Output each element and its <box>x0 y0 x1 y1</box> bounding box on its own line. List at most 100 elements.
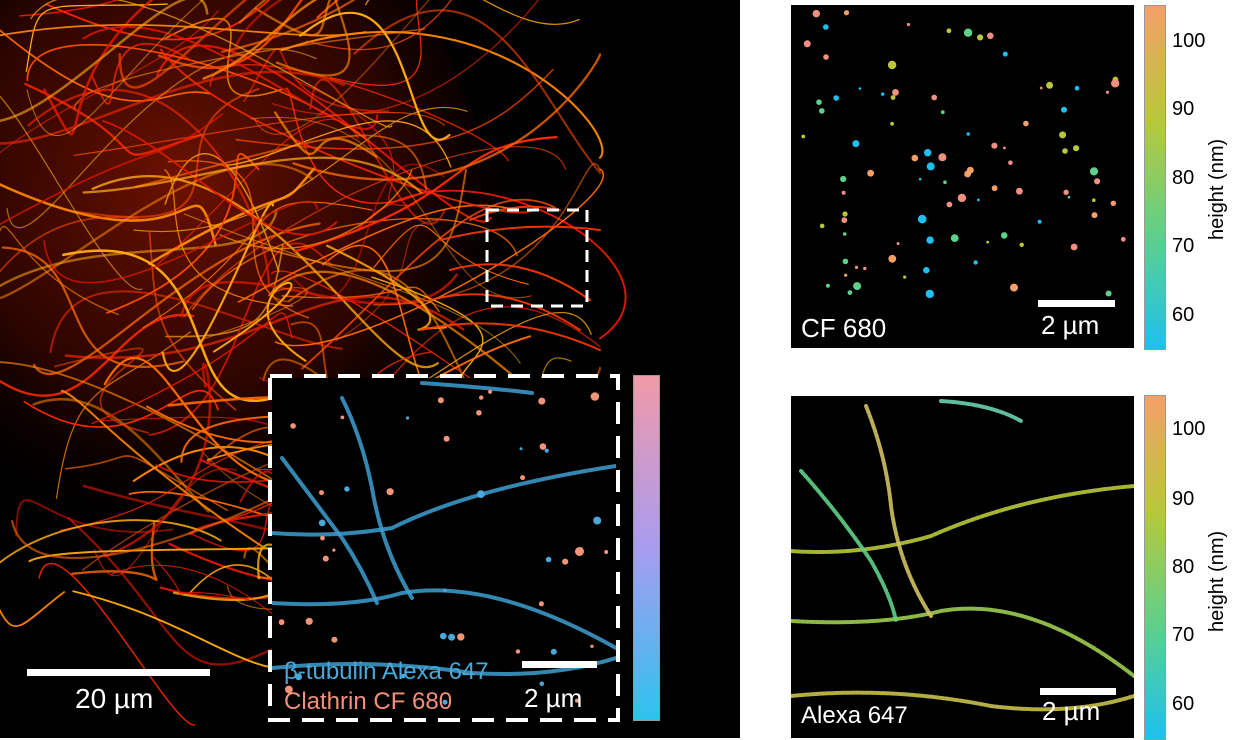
cf680-spot <box>1016 187 1023 195</box>
height-top-tick-70: 70 <box>1172 235 1195 257</box>
clathrin-spot <box>320 535 325 541</box>
cf680-spot <box>977 198 980 202</box>
microtubule-fiber <box>82 25 379 130</box>
inset-colorbar-label: relative intensity > 685 nm <box>706 439 731 696</box>
cf680-spot <box>833 95 839 101</box>
cf680-spot <box>858 87 862 90</box>
microtubule-fiber <box>93 467 237 577</box>
tubulin-filament <box>272 656 616 676</box>
cf680-spot <box>918 177 922 181</box>
inset-panel: β-tubulin Alexa 647 Clathrin CF 680 2 µm <box>272 378 616 718</box>
cf680-spot <box>950 234 959 243</box>
alexa647-filament <box>791 690 1134 712</box>
microtubule-fiber <box>25 3 168 72</box>
cf680-spot <box>924 149 932 157</box>
cf680-spot <box>840 175 847 183</box>
cf680-spot <box>973 260 978 265</box>
alexa647-filament <box>799 469 898 623</box>
cf680-spot <box>896 242 900 246</box>
cf680-spot <box>844 273 848 277</box>
clathrin-spot <box>538 397 546 405</box>
clathrin-spot <box>440 632 447 640</box>
inset-colorbar <box>633 375 660 721</box>
tubulin-filament <box>280 456 379 605</box>
microtubule-network <box>0 0 627 726</box>
cf680-spot <box>940 110 945 115</box>
microtubule-fiber <box>161 202 274 373</box>
inset-colorbar-tick-04: 0.4 <box>667 670 695 692</box>
clathrin-spot <box>331 636 338 643</box>
clathrin-spot <box>457 633 465 641</box>
cf680-spot <box>986 240 990 244</box>
cf680-spot <box>843 10 850 16</box>
microtubule-fiber <box>274 111 378 158</box>
microtubule-fiber <box>133 106 468 233</box>
clathrin-spot <box>604 550 609 554</box>
clathrin-spot <box>575 547 584 556</box>
cf680-spot <box>1063 189 1069 195</box>
clathrin-spot <box>405 416 410 420</box>
microtubule-fiber <box>253 0 430 135</box>
cf680-spot <box>823 24 829 30</box>
cf680-spot <box>946 201 953 208</box>
clathrin-spot <box>515 649 521 654</box>
clathrin-spot <box>545 556 552 563</box>
microtubule-fiber <box>15 499 174 537</box>
inset-legend-tubulin: β-tubulin Alexa 647 <box>284 658 489 685</box>
microtubule-fiber <box>289 163 445 299</box>
cf680-spot <box>1037 219 1042 224</box>
cf680-spot <box>853 282 862 291</box>
clathrin-spot <box>550 648 557 655</box>
cf680-spot <box>842 232 847 236</box>
cf680-spot <box>977 34 984 41</box>
clathrin-spot <box>322 555 329 562</box>
alexa647-filament <box>791 606 1134 678</box>
alexa647-image <box>791 396 1134 738</box>
microtubule-fiber <box>219 169 413 249</box>
microtubule-fiber <box>102 120 338 236</box>
alexa647-scale-bar <box>1040 688 1116 695</box>
cf680-spot <box>966 132 970 136</box>
microtubule-fiber <box>38 562 196 726</box>
cf680-spot <box>1019 242 1024 247</box>
microtubule-fiber <box>192 217 518 311</box>
cf680-spot <box>841 190 846 195</box>
clathrin-spot <box>443 435 450 442</box>
height-bottom-label: height (nm) <box>1206 530 1228 632</box>
cf680-spot <box>887 60 897 70</box>
microtubule-fiber <box>103 362 212 558</box>
cf680-spot <box>1110 200 1116 206</box>
cf680-image <box>791 5 1134 348</box>
microtubule-fiber <box>1 246 184 368</box>
clathrin-spot <box>590 644 594 648</box>
cf680-spot <box>803 40 811 48</box>
height-bottom-tick-70: 70 <box>1172 624 1195 646</box>
cf680-spot <box>1091 212 1098 219</box>
cf680-spot <box>867 169 874 177</box>
microtubule-fiber <box>43 200 318 284</box>
alexa647-scale-bar-label: 2 µm <box>1042 696 1101 726</box>
microtubule-fiber <box>62 249 306 402</box>
microtubule-fiber <box>364 0 580 26</box>
microtubule-fiber <box>118 0 248 89</box>
microtubule-fiber <box>0 519 222 564</box>
cf680-spot <box>1003 146 1006 150</box>
cf680-spot <box>1062 148 1068 154</box>
microtubule-fiber <box>43 0 154 136</box>
microtubule-fiber <box>142 201 373 329</box>
clathrin-spot <box>437 397 444 404</box>
microtubule-fiber <box>23 389 219 428</box>
microtubule-fiber <box>306 0 453 51</box>
main-scale-bar-label: 20 µm <box>75 683 154 714</box>
cf680-spot <box>890 95 896 100</box>
cf680-spot <box>890 121 894 126</box>
cf680-spot <box>1094 178 1101 185</box>
cf680-spot <box>881 92 885 96</box>
microtubule-fiber <box>162 17 284 97</box>
clathrin-spot <box>319 490 324 496</box>
clathrin-spot <box>519 447 523 451</box>
clathrin-spot <box>477 490 485 498</box>
clathrin-spot <box>400 673 406 679</box>
cf680-spot <box>964 170 971 178</box>
microtubule-fiber <box>243 48 390 112</box>
